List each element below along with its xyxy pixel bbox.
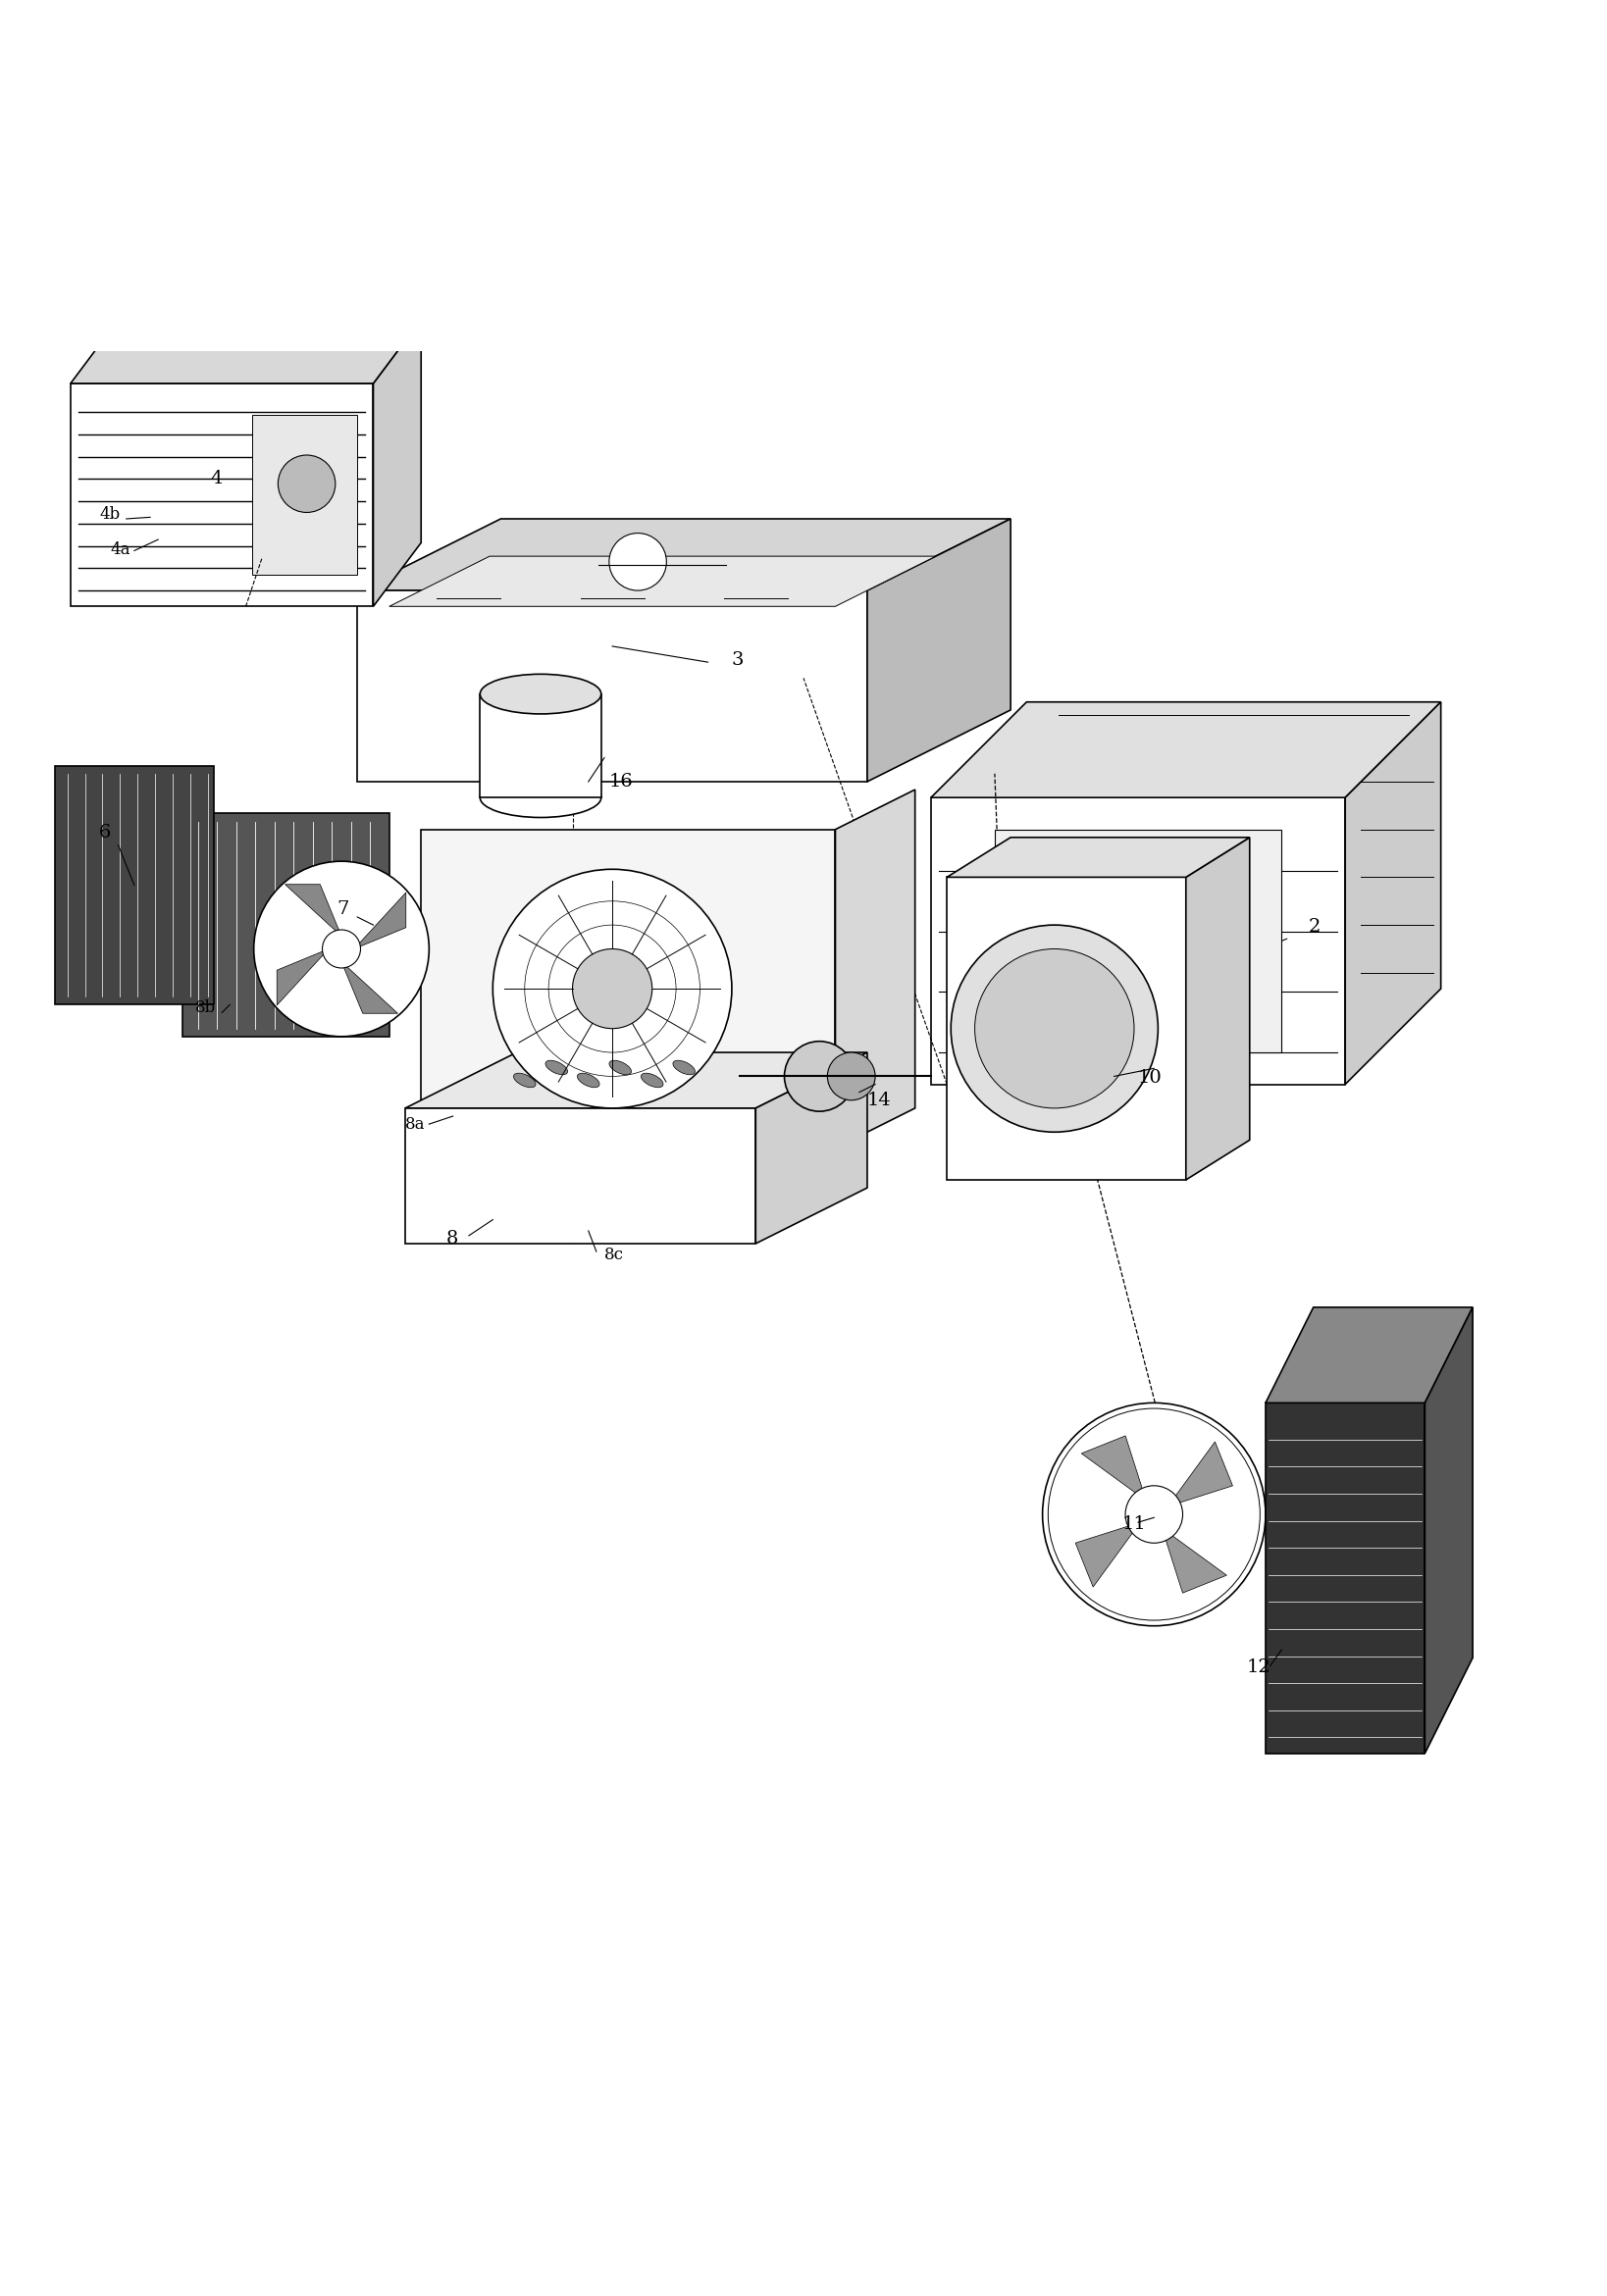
Text: 6: 6 [100, 824, 111, 840]
Circle shape [975, 948, 1135, 1109]
Polygon shape [182, 813, 389, 1035]
Circle shape [1125, 1486, 1183, 1543]
Circle shape [278, 455, 336, 512]
Polygon shape [836, 790, 914, 1148]
Polygon shape [1425, 1306, 1472, 1754]
Text: 16: 16 [609, 774, 633, 790]
Polygon shape [357, 590, 868, 781]
Polygon shape [1345, 703, 1441, 1084]
Text: 8: 8 [447, 1231, 458, 1247]
Ellipse shape [609, 1061, 632, 1075]
Polygon shape [389, 556, 935, 606]
Text: 11: 11 [1122, 1515, 1146, 1534]
Circle shape [784, 1042, 855, 1111]
Polygon shape [357, 519, 1011, 590]
Polygon shape [354, 893, 407, 948]
Polygon shape [930, 703, 1441, 797]
Ellipse shape [641, 1072, 664, 1088]
Polygon shape [930, 797, 1345, 1084]
Ellipse shape [673, 1061, 696, 1075]
Polygon shape [71, 319, 421, 383]
Polygon shape [276, 948, 329, 1006]
Ellipse shape [577, 1072, 599, 1088]
Polygon shape [1266, 1403, 1425, 1754]
Polygon shape [55, 765, 214, 1006]
Circle shape [951, 925, 1159, 1132]
Text: 14: 14 [868, 1091, 892, 1109]
Polygon shape [868, 519, 1011, 781]
Polygon shape [1082, 1435, 1146, 1502]
Polygon shape [71, 383, 373, 606]
Polygon shape [252, 416, 357, 574]
Polygon shape [373, 319, 421, 606]
Text: 12: 12 [1247, 1658, 1271, 1676]
Polygon shape [1162, 1529, 1226, 1593]
Polygon shape [284, 884, 341, 937]
Circle shape [1043, 1403, 1266, 1626]
Ellipse shape [545, 1061, 567, 1075]
Polygon shape [755, 1052, 868, 1244]
Ellipse shape [480, 675, 601, 714]
Circle shape [323, 930, 360, 969]
Text: 8b: 8b [194, 999, 215, 1017]
Polygon shape [995, 829, 1281, 1052]
Text: 2: 2 [1308, 918, 1321, 934]
Polygon shape [947, 838, 1250, 877]
Text: 10: 10 [1138, 1070, 1162, 1086]
Ellipse shape [514, 1072, 535, 1088]
Polygon shape [1266, 1306, 1472, 1403]
Circle shape [254, 861, 429, 1035]
Polygon shape [480, 693, 601, 797]
Polygon shape [1186, 838, 1250, 1180]
Polygon shape [947, 877, 1186, 1180]
Circle shape [609, 533, 667, 590]
Text: 4: 4 [211, 471, 223, 487]
Polygon shape [405, 1052, 868, 1109]
Polygon shape [1168, 1442, 1233, 1506]
Circle shape [828, 1052, 876, 1100]
Polygon shape [1075, 1522, 1141, 1587]
Text: 4b: 4b [100, 505, 121, 523]
Circle shape [493, 870, 731, 1109]
Text: 3: 3 [731, 652, 744, 668]
Ellipse shape [480, 778, 601, 817]
Polygon shape [405, 1109, 755, 1244]
Polygon shape [421, 829, 836, 1148]
Polygon shape [341, 962, 399, 1013]
Text: 8c: 8c [604, 1247, 624, 1263]
Text: 8a: 8a [405, 1116, 426, 1132]
Circle shape [572, 948, 652, 1029]
Text: 4a: 4a [111, 542, 130, 558]
Text: 7: 7 [336, 900, 349, 918]
